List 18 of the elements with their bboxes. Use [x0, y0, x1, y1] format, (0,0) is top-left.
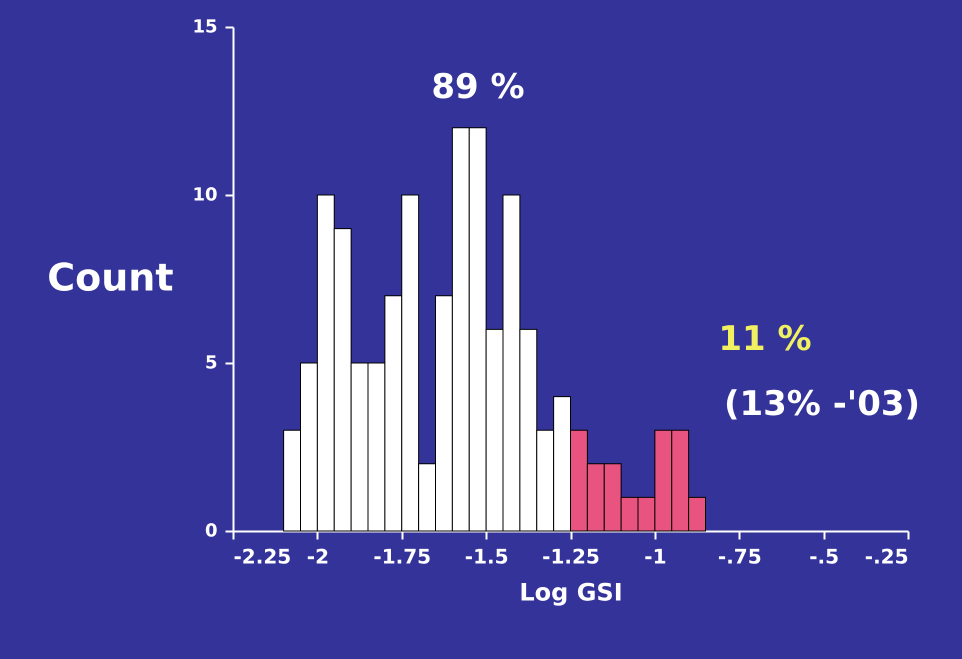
y-axis-title: Count [47, 256, 174, 300]
y-tick-label: 5 [204, 352, 218, 374]
y-tick-label: 15 [192, 16, 218, 38]
x-tick-label: -1.5 [464, 544, 508, 568]
x-tick-label: -1.25 [542, 544, 600, 568]
x-tick-label: -2.25 [234, 544, 292, 568]
annotation: (13% -'03) [724, 384, 920, 424]
x-axis-title: Log GSI [519, 578, 623, 606]
x-tick-label: -1 [644, 544, 666, 568]
x-tick-label: -1.75 [373, 544, 432, 568]
x-tick-label: -.5 [809, 544, 840, 568]
annotation: 89 % [431, 67, 525, 107]
y-tick-label: 10 [192, 184, 218, 206]
annotation: 11 % [718, 319, 812, 359]
x-tick-label: -.75 [718, 544, 762, 568]
x-tick-label: -2 [306, 544, 329, 568]
y-tick-label: 0 [204, 520, 218, 542]
x-tick-label: -.25 [864, 544, 908, 568]
